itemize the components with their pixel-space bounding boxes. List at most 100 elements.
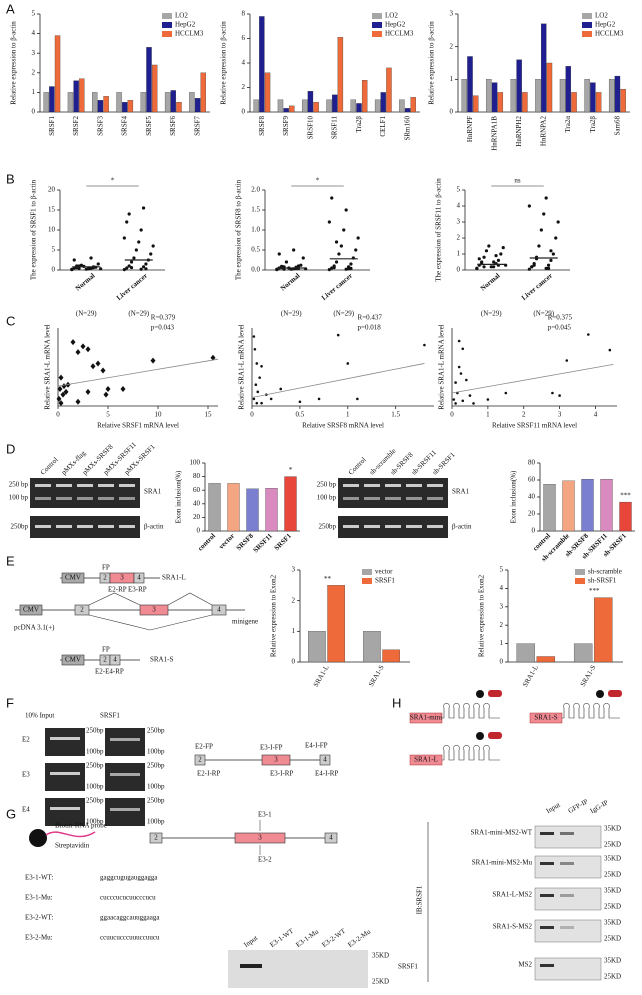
x-tick-label: control	[196, 532, 217, 553]
bar	[302, 99, 308, 113]
point	[63, 388, 69, 395]
n-label: (N=29)	[128, 310, 149, 318]
point	[120, 385, 126, 392]
dot	[327, 220, 331, 224]
x-tick-label: 1	[486, 411, 490, 419]
sequence: gaggcugugauggagga	[100, 874, 158, 882]
x-tick-label: HnRNPA2	[540, 116, 548, 147]
exon	[211, 604, 227, 616]
dot	[344, 267, 348, 271]
dot	[296, 264, 301, 268]
point	[551, 391, 554, 395]
point	[346, 362, 350, 365]
x-tick-label: SRSF4	[121, 116, 129, 136]
dot	[149, 252, 153, 256]
row-label: SRA1-L-MS2	[492, 891, 532, 899]
isoform-label: SRA1-L	[162, 574, 186, 582]
marker-label: 250 bp	[317, 481, 337, 489]
x-tick-label: 15	[205, 411, 213, 419]
marker-label: 100bp	[147, 748, 165, 756]
bar	[337, 37, 344, 113]
y-tick-label: 5	[32, 10, 36, 18]
lane-label: E3-2-Mu	[346, 927, 372, 949]
site-label: E3-1	[258, 811, 272, 819]
primer: E2-FP	[195, 743, 213, 751]
marker-label: 35KD	[604, 825, 621, 833]
bar	[176, 102, 182, 113]
bar	[543, 484, 556, 532]
bar	[73, 80, 79, 113]
bar	[581, 478, 594, 532]
rna-probe	[45, 831, 96, 838]
y-tick-label: 80	[528, 459, 536, 467]
bar	[595, 92, 602, 113]
x-tick-label: Tra2β	[589, 116, 597, 133]
gel-band	[35, 484, 51, 487]
x-tick-label: HnRNPA1B	[490, 116, 498, 151]
exon	[324, 832, 338, 844]
exon	[139, 604, 169, 616]
construct-label: SRA1-S	[534, 714, 557, 722]
gel-image	[45, 728, 85, 756]
x-tick-label: SRSF8	[258, 116, 266, 136]
gel-band	[364, 525, 380, 528]
blot-image	[534, 855, 602, 879]
x-tick-label: Liver cancer	[520, 272, 554, 302]
point	[279, 387, 283, 391]
marker-label: 100 bp	[9, 494, 29, 502]
bar	[116, 92, 122, 113]
point	[260, 401, 263, 405]
gel-image	[338, 478, 448, 508]
dot	[139, 267, 143, 271]
bar	[350, 99, 357, 113]
legend-swatch	[582, 22, 592, 28]
gel-band	[406, 525, 422, 528]
point	[298, 400, 302, 404]
point	[58, 400, 64, 407]
splice-line	[167, 592, 213, 606]
antibody-label: IB:SRSF1	[416, 885, 424, 914]
n-label: (N=29)	[333, 310, 354, 318]
x-tick-label: SRA1-S	[579, 664, 598, 688]
bar	[140, 92, 147, 113]
stat-label: p=0.018	[358, 324, 382, 332]
n-label: (N=29)	[481, 310, 502, 318]
bar	[546, 62, 553, 113]
y-tick-label: 3	[32, 49, 36, 57]
primer: E3-RP	[128, 586, 147, 594]
exon-label: 2	[198, 756, 202, 764]
point	[75, 349, 81, 356]
gel-band	[98, 484, 114, 487]
gel-image	[45, 763, 85, 791]
bar	[283, 108, 289, 113]
legend-label: LO2	[595, 12, 608, 20]
y-tick-label: 0	[450, 108, 454, 116]
y-tick-label: 0	[457, 266, 461, 274]
dot	[330, 266, 334, 270]
y-tick-label: 1	[457, 250, 461, 258]
bar	[522, 92, 528, 113]
dot	[551, 252, 555, 256]
gfp-marker	[476, 732, 484, 740]
point	[75, 398, 81, 405]
y-tick-label: 6	[242, 34, 246, 42]
row-label: SRA1-S-MS2	[493, 923, 533, 931]
y-tick-label: 1	[32, 88, 36, 96]
bar	[404, 108, 411, 113]
gel-band	[406, 484, 422, 487]
y-tick-label: 20	[48, 186, 56, 194]
gfp-tag	[608, 690, 622, 697]
point	[260, 364, 263, 368]
exon-label: 2	[154, 834, 158, 842]
y-tick-label: 60	[528, 476, 536, 484]
gel-band	[385, 525, 401, 528]
exon	[234, 832, 286, 844]
dot	[122, 236, 126, 240]
site-label: E3-2	[258, 856, 272, 864]
promoter-label: CMV	[65, 656, 81, 664]
blot-band	[540, 832, 554, 835]
dot	[284, 260, 289, 264]
gel-band	[50, 772, 80, 775]
dot	[556, 220, 560, 224]
gel-band	[427, 497, 443, 500]
